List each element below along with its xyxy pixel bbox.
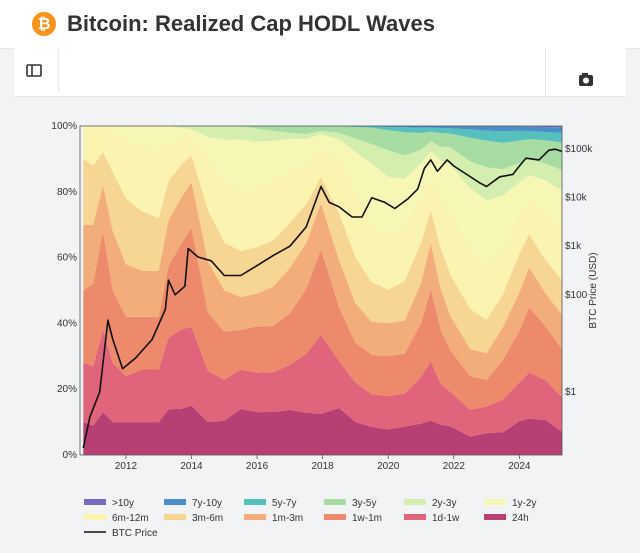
x-tick-label: 2018 <box>312 461 335 472</box>
y2-tick-label: $1 <box>565 387 577 398</box>
y-tick-label: 80% <box>57 187 77 198</box>
legend-label: >10y <box>112 498 134 509</box>
legend-swatch-3m-6m <box>164 514 186 520</box>
band-7y-10y <box>83 126 563 133</box>
x-tick-label: 2012 <box>115 461 138 472</box>
legend-swatch-5y-7y <box>244 499 266 505</box>
x-tick-label: 2020 <box>377 461 400 472</box>
page-header: ₿ Bitcoin: Realized Cap HODL Waves <box>0 0 640 49</box>
legend-label: 1y-2y <box>512 498 536 509</box>
legend-label: 5y-7y <box>272 498 296 509</box>
legend-label: 1d-1w <box>432 513 460 524</box>
legend-swatch-1w-1m <box>324 514 346 520</box>
y-tick-label: 60% <box>57 253 77 264</box>
bands-group <box>83 126 563 455</box>
legend-label: 6m-12m <box>112 513 149 524</box>
band-3y-5y <box>83 126 563 171</box>
x-tick-label: 2022 <box>443 461 466 472</box>
x-tick-label: 2024 <box>508 461 531 472</box>
legend-swatch-1d-1w <box>404 514 426 520</box>
sidebar-toggle-icon <box>26 64 42 77</box>
legend-label: 24h <box>512 513 529 524</box>
camera-icon <box>579 73 593 86</box>
legend-label: 1m-3m <box>272 513 303 524</box>
band-1w-1m <box>83 228 563 410</box>
legend-label: 3y-5y <box>352 498 376 509</box>
bitcoin-icon: ₿ <box>32 12 56 36</box>
band-2y-3y <box>83 126 563 201</box>
band-1y-2y <box>83 126 563 267</box>
btc-price-line <box>82 148 563 449</box>
legend-swatch-7y-10y <box>164 499 186 505</box>
y2-tick-label: $1k <box>565 241 582 252</box>
band-1m-3m <box>83 181 563 380</box>
y2-tick-label: $100k <box>565 144 593 155</box>
band-5y-7y <box>83 126 563 143</box>
legend-label: BTC Price <box>112 528 158 539</box>
y-tick-label: 0% <box>63 450 78 461</box>
legend-label: 1w-1m <box>352 513 382 524</box>
y-tick-label: 100% <box>51 121 77 132</box>
band-3m-6m <box>83 152 563 354</box>
y-tick-label: 40% <box>57 318 77 329</box>
legend-swatch-24h <box>484 514 506 520</box>
page-title: Bitcoin: Realized Cap HODL Waves <box>67 11 435 36</box>
screenshot-button[interactable] <box>545 48 626 96</box>
chart-svg: 0% 20% 40% 60% 80% 100% 2012 2014 2016 2018 2020 20… <box>51 121 599 539</box>
legend-swatch-6m-12m <box>84 514 106 520</box>
legend-label: 2y-3y <box>432 498 456 509</box>
band-6m-12m <box>83 126 563 321</box>
y2-tick-label: $10k <box>565 193 588 204</box>
legend-swatch-2y-3y <box>404 499 426 505</box>
y2-axis-label: BTC Price (USD) <box>588 252 599 328</box>
y2-tick-label: $100 <box>565 290 588 301</box>
price-group <box>82 148 563 449</box>
sidebar-toggle-button[interactable] <box>14 48 59 92</box>
y-tick-label: 20% <box>57 384 77 395</box>
x-tick-label: 2016 <box>246 461 269 472</box>
axes-group: 0% 20% 40% 60% 80% 100% 2012 2014 2016 2018 2020 20… <box>51 121 599 472</box>
plot-frame <box>79 125 563 456</box>
legend-swatch-3y-5y <box>324 499 346 505</box>
legend-swatch-1m-3m <box>244 514 266 520</box>
legend-swatch-1y-2y <box>484 499 506 505</box>
band-1d-1w <box>83 326 563 437</box>
x-tick-label: 2014 <box>180 461 203 472</box>
legend-swatch--10y <box>84 499 106 505</box>
legend-label: 7y-10y <box>192 498 222 509</box>
legend-group: >10y 7y-10y 5y-7y 3y-5y 2y-3y 1y-2y 6m-12m 3m-6… <box>84 498 536 539</box>
chart-toolbar <box>14 48 626 97</box>
legend-label: 3m-6m <box>192 513 223 524</box>
hodl-waves-chart: 0% 20% 40% 60% 80% 100% 2012 2014 2016 2018 2020 20… <box>0 96 640 548</box>
band-24h <box>83 405 563 455</box>
